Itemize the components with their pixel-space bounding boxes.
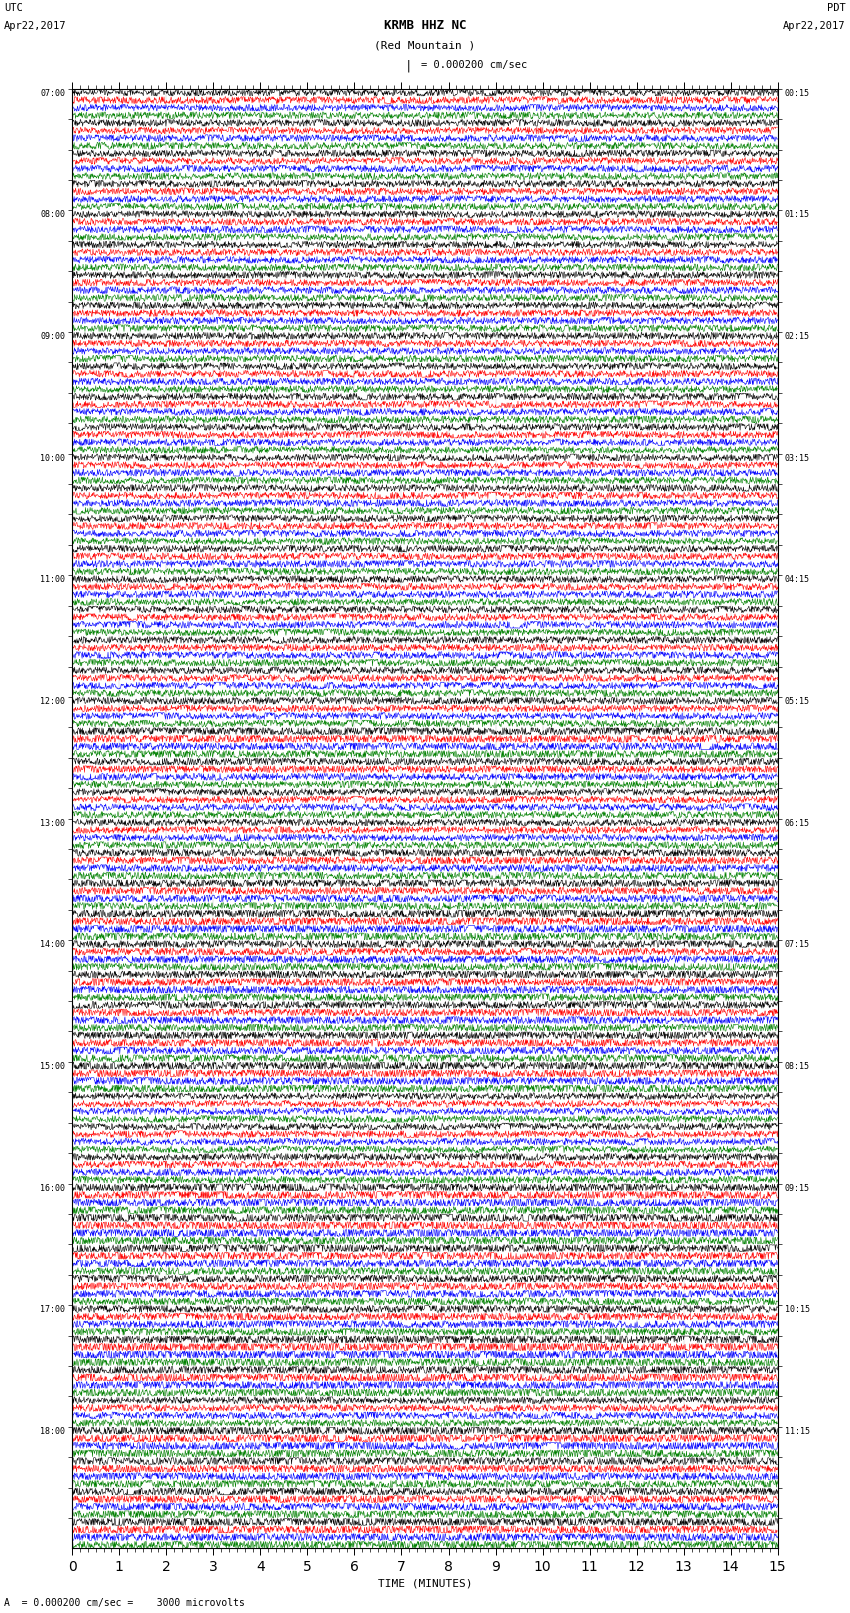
Text: A  = 0.000200 cm/sec =    3000 microvolts: A = 0.000200 cm/sec = 3000 microvolts [4, 1598, 245, 1608]
Text: KRMB HHZ NC: KRMB HHZ NC [383, 19, 467, 32]
Text: PDT: PDT [827, 3, 846, 13]
Text: Apr22,2017: Apr22,2017 [783, 21, 846, 31]
Text: UTC: UTC [4, 3, 23, 13]
Text: |: | [405, 60, 411, 73]
Text: = 0.000200 cm/sec: = 0.000200 cm/sec [421, 60, 527, 69]
Text: (Red Mountain ): (Red Mountain ) [374, 40, 476, 50]
X-axis label: TIME (MINUTES): TIME (MINUTES) [377, 1579, 473, 1589]
Text: Apr22,2017: Apr22,2017 [4, 21, 67, 31]
